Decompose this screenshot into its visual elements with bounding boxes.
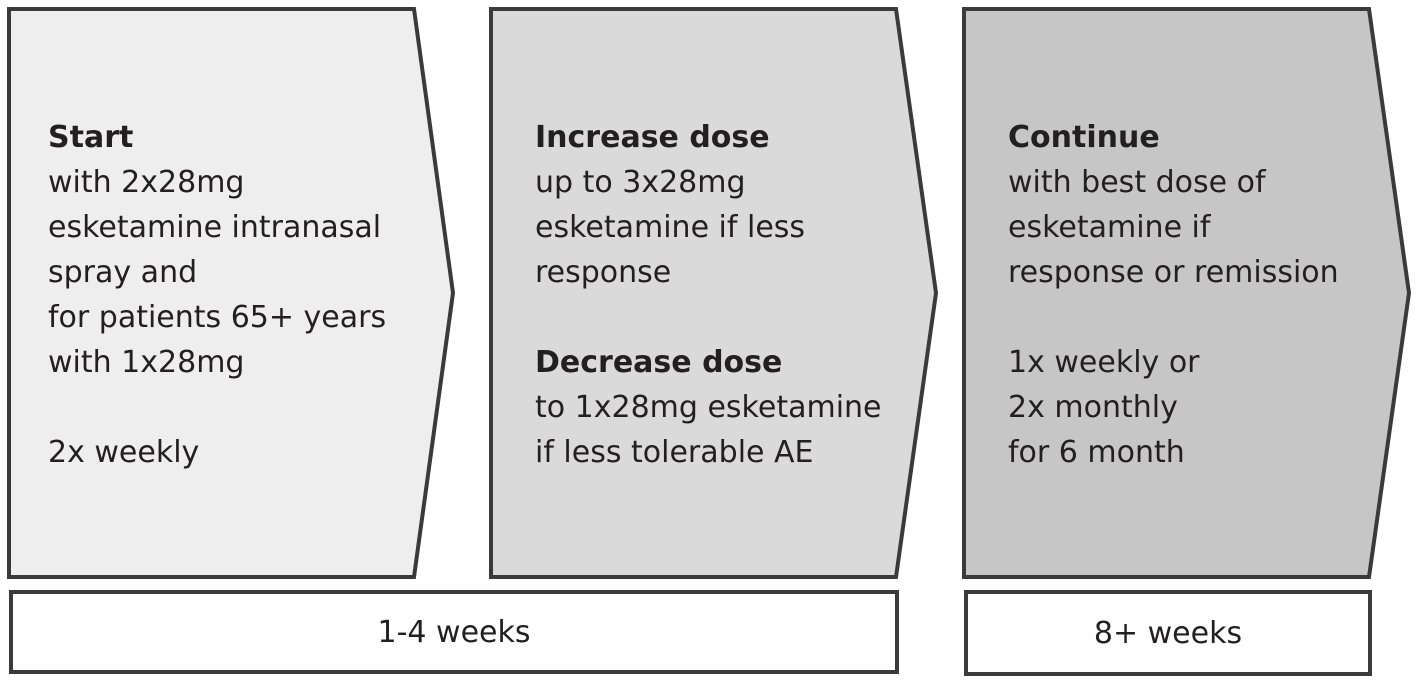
- step-adjust-arrow: [489, 7, 939, 579]
- step-continue-text: Continue with best dose of esketamine if…: [1008, 115, 1339, 475]
- step-start-line: for patients 65+ years: [48, 300, 387, 335]
- step-increase-title: Increase dose: [535, 120, 770, 155]
- step-decrease-line: to 1x28mg esketamine: [535, 390, 882, 425]
- step-decrease-line: if less tolerable AE: [535, 435, 814, 470]
- step-continue-frequency: for 6 month: [1008, 435, 1185, 470]
- step-continue-title: Continue: [1008, 120, 1160, 155]
- step-continue-line: response or remission: [1008, 255, 1339, 290]
- step-increase-line: up to 3x28mg: [535, 165, 746, 200]
- step-adjust-text: Increase dose up to 3x28mg esketamine if…: [535, 115, 882, 475]
- step-start-text: Start with 2x28mg esketamine intranasal …: [48, 115, 386, 475]
- step-continue-frequency: 1x weekly or: [1008, 345, 1200, 380]
- duration-box-second: 8+ weeks: [964, 590, 1372, 676]
- step-increase-line: esketamine if less: [535, 210, 806, 245]
- step-start-line: esketamine intranasal: [48, 210, 382, 245]
- step-continue-line: esketamine if: [1008, 210, 1211, 245]
- spacer: [48, 385, 386, 430]
- step-start-line: spray and: [48, 255, 198, 290]
- spacer: [1008, 295, 1339, 340]
- step-decrease-title: Decrease dose: [535, 345, 783, 380]
- step-start-title: Start: [48, 120, 134, 155]
- step-increase-line: response: [535, 255, 672, 290]
- spacer: [535, 295, 882, 340]
- duration-label-first: 1-4 weeks: [377, 614, 531, 650]
- step-start-line: with 2x28mg: [48, 165, 245, 200]
- step-start-frequency: 2x weekly: [48, 435, 200, 470]
- duration-box-first: 1-4 weeks: [9, 590, 899, 674]
- step-start-line: with 1x28mg: [48, 345, 245, 380]
- duration-label-second: 8+ weeks: [1093, 615, 1243, 651]
- step-continue-frequency: 2x monthly: [1008, 390, 1178, 425]
- step-start-arrow: [7, 7, 456, 579]
- step-continue-line: with best dose of: [1008, 165, 1266, 200]
- step-continue-arrow: [962, 7, 1412, 579]
